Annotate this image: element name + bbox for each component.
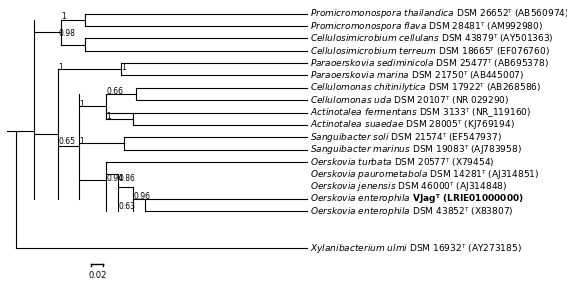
Text: 0.86: 0.86 [118,174,135,183]
Text: 0.96: 0.96 [133,192,150,201]
Text: 1: 1 [79,137,84,146]
Text: $\it{Promicromonospora\ thailandica}$ DSM 26652ᵀ (AB560974): $\it{Promicromonospora\ thailandica}$ DS… [310,7,567,20]
Text: $\it{Cellulomonas\ uda}$ DSM 20107ᵀ (NR 029290): $\it{Cellulomonas\ uda}$ DSM 20107ᵀ (NR … [310,94,509,106]
Text: $\it{Sanguibacter\ soli}$ DSM 21574ᵀ (EF547937): $\it{Sanguibacter\ soli}$ DSM 21574ᵀ (EF… [310,131,502,144]
Text: 0.66: 0.66 [106,87,123,96]
Text: 0.65: 0.65 [58,137,75,146]
Text: 0.63: 0.63 [118,202,135,211]
Text: $\it{Cellulomonas\ chitinilytica}$ DSM 17922ᵀ (AB268586): $\it{Cellulomonas\ chitinilytica}$ DSM 1… [310,81,541,94]
Text: $\it{Oerskovia\ paurometabola}$ DSM 14281ᵀ (AJ314851): $\it{Oerskovia\ paurometabola}$ DSM 1428… [310,168,539,181]
Text: $\it{Paraoerskovia\ marina}$ DSM 21750ᵀ (AB445007): $\it{Paraoerskovia\ marina}$ DSM 21750ᵀ … [310,69,524,81]
Text: $\it{Cellulosimicrobium\ cellulans}$ DSM 43879ᵀ (AY501363): $\it{Cellulosimicrobium\ cellulans}$ DSM… [310,32,553,44]
Text: $\it{Paraoerskovia\ sediminicola}$ DSM 25477ᵀ (AB695378): $\it{Paraoerskovia\ sediminicola}$ DSM 2… [310,57,549,69]
Text: 0.98: 0.98 [58,30,75,38]
Text: $\it{Xylanibacterium\ ulmi}$ DSM 16932ᵀ (AY273185): $\it{Xylanibacterium\ ulmi}$ DSM 16932ᵀ … [310,242,522,255]
Text: $\it{Actinotalea\ suaedae}$ DSM 28005ᵀ (KJ769194): $\it{Actinotalea\ suaedae}$ DSM 28005ᵀ (… [310,118,515,132]
Text: $\it{Oerskovia\ enterophila}$ VJagᵀ (LRIE01000000): $\it{Oerskovia\ enterophila}$ VJagᵀ (LRI… [310,192,524,205]
Text: 1: 1 [61,12,66,21]
Text: $\it{Promicromonospora\ flava}$ DSM 28481ᵀ (AM992980): $\it{Promicromonospora\ flava}$ DSM 2848… [310,20,543,33]
Text: $\it{Oerskovia\ turbata}$ DSM 20577ᵀ (X79454): $\it{Oerskovia\ turbata}$ DSM 20577ᵀ (X7… [310,156,494,168]
Text: 0.02: 0.02 [88,271,107,280]
Text: 1: 1 [121,63,126,72]
Text: 0.94: 0.94 [106,174,123,183]
Text: $\it{Cellulosimicrobium\ terreum}$ DSM 18665ᵀ (EF076760): $\it{Cellulosimicrobium\ terreum}$ DSM 1… [310,45,549,57]
Text: $\it{Oerskovia\ enterophila}$ DSM 43852ᵀ (X83807): $\it{Oerskovia\ enterophila}$ DSM 43852ᵀ… [310,205,513,218]
Text: $\it{Sanguibacter\ marinus}$ DSM 19083ᵀ (AJ783958): $\it{Sanguibacter\ marinus}$ DSM 19083ᵀ … [310,143,522,156]
Text: 1: 1 [106,112,111,121]
Text: 1: 1 [58,63,63,72]
Text: 1: 1 [79,100,84,109]
Text: $\it{Actinotalea\ fermentans}$ DSM 3133ᵀ (NR_119160): $\it{Actinotalea\ fermentans}$ DSM 3133ᵀ… [310,106,531,119]
Text: $\it{Oerskovia\ jenensis}$ DSM 46000ᵀ (AJ314848): $\it{Oerskovia\ jenensis}$ DSM 46000ᵀ (A… [310,180,507,193]
